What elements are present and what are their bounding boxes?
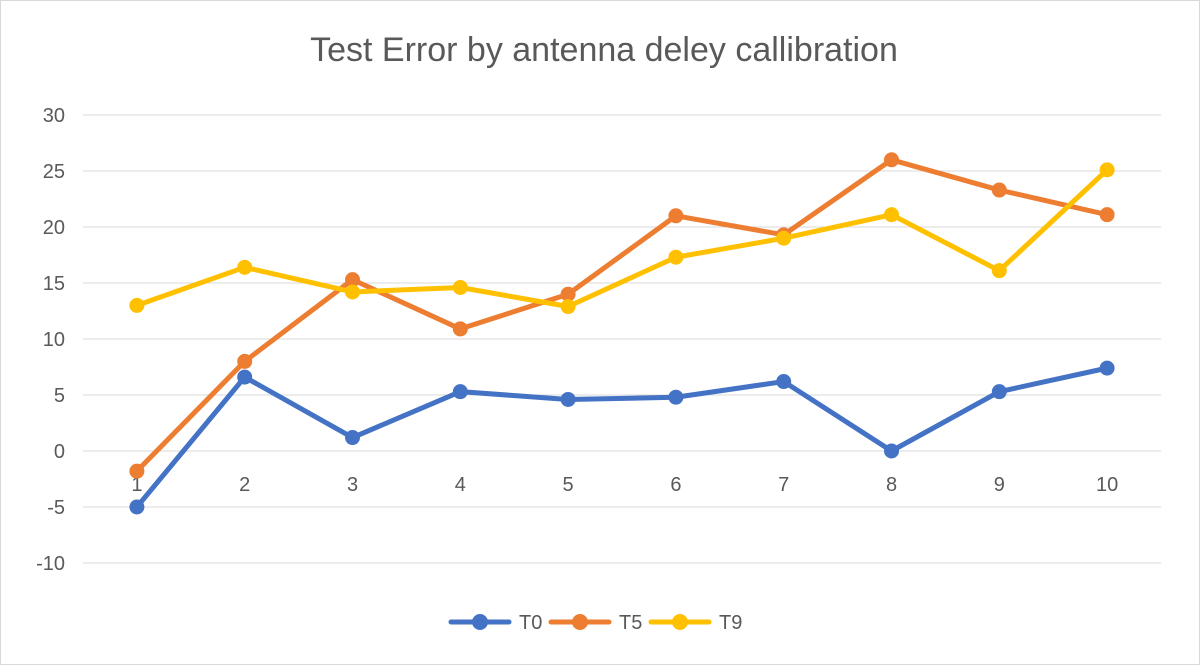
x-tick-label: 3 [347, 474, 358, 496]
data-point [452, 321, 468, 337]
data-point [129, 463, 145, 479]
x-tick-label: 5 [563, 474, 574, 496]
y-tick-label: 25 [43, 161, 65, 183]
legend-marker [472, 614, 488, 630]
series-t5 [129, 152, 1115, 479]
series-line [134, 365, 1110, 510]
y-tick-label: 30 [43, 105, 65, 127]
data-point [129, 499, 145, 515]
legend-item: T9 [648, 612, 742, 634]
legend-marker [672, 614, 688, 630]
data-point [560, 391, 576, 407]
data-point [129, 297, 145, 313]
y-tick-label: 20 [43, 217, 65, 239]
data-point [884, 207, 899, 223]
legend: T0 T5 T9 [448, 612, 742, 634]
x-tick-label: 6 [670, 474, 681, 496]
legend-item: T0 [448, 612, 542, 634]
data-point [668, 249, 684, 265]
chart-title: Test Error by antenna deley callibration [310, 31, 898, 69]
x-tick-label: 4 [455, 474, 466, 496]
legend-label: T9 [719, 612, 742, 634]
data-point [237, 353, 253, 369]
y-tick-label: 10 [43, 329, 65, 351]
data-point [560, 299, 576, 315]
data-point [776, 230, 792, 246]
data-point [668, 389, 684, 405]
legend-label: T5 [619, 612, 642, 634]
y-tick-label: -10 [36, 553, 65, 575]
y-tick-label: 15 [43, 273, 65, 295]
series-line [134, 157, 1110, 474]
data-point [452, 279, 468, 295]
x-tick-label: 2 [239, 474, 250, 496]
y-tick-label: -5 [47, 497, 65, 519]
x-axis-ticks: 1 2 3 4 5 6 7 8 9 10 [131, 474, 1118, 496]
x-tick-label: 9 [994, 474, 1005, 496]
data-point [884, 443, 899, 459]
legend-label: T0 [519, 612, 542, 634]
data-point [345, 284, 360, 300]
data-point [991, 263, 1007, 279]
series-t0 [129, 360, 1115, 515]
data-point [345, 430, 360, 446]
x-tick-label: 1 [131, 474, 142, 496]
data-point [452, 384, 468, 400]
data-point [668, 208, 684, 224]
data-point [991, 384, 1007, 400]
legend-marker [572, 614, 588, 630]
data-point [884, 152, 899, 168]
data-point [1099, 162, 1115, 178]
series-line [134, 167, 1110, 310]
y-tick-label: 5 [54, 385, 65, 407]
data-point [776, 374, 792, 390]
x-tick-label: 10 [1096, 474, 1118, 496]
data-point [237, 369, 253, 385]
x-tick-label: 8 [886, 474, 897, 496]
data-point [991, 182, 1007, 198]
y-axis-ticks: 30 25 20 15 10 5 0 -5 -10 [36, 105, 65, 575]
series-t9 [129, 162, 1115, 315]
legend-item: T5 [548, 612, 642, 634]
series-layer [129, 152, 1115, 515]
data-point [1099, 360, 1115, 376]
data-point [1099, 207, 1115, 223]
data-point [237, 259, 253, 275]
y-tick-label: 0 [54, 441, 65, 463]
x-tick-label: 7 [778, 474, 789, 496]
gridlines [83, 114, 1161, 564]
